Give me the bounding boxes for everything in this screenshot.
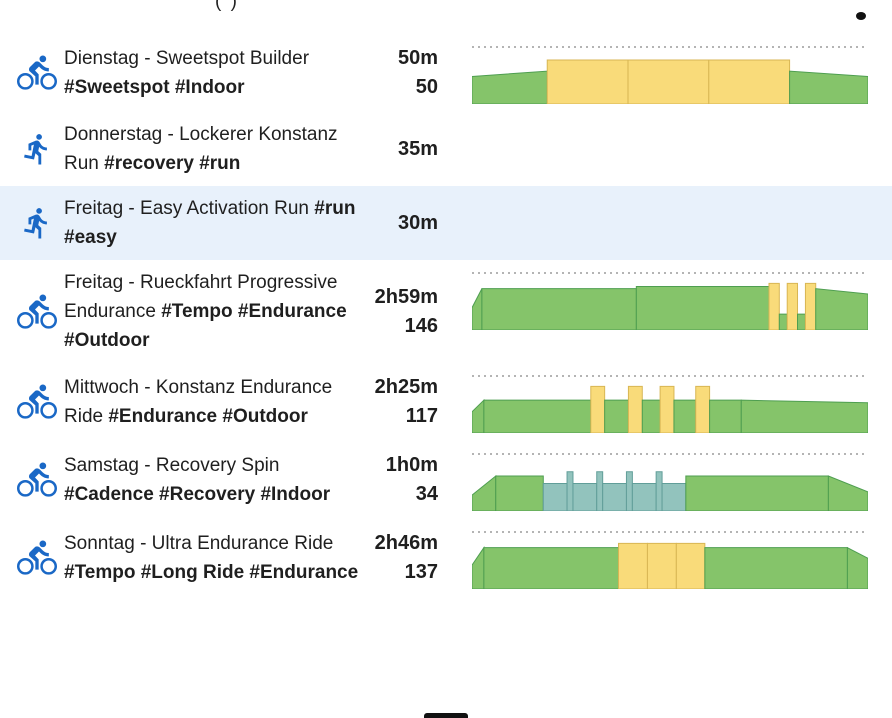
workout-name: Sonntag - Ultra Endurance Ride [64, 533, 334, 554]
cyclist-icon [17, 538, 57, 578]
workout-title: Sonntag - Ultra Endurance Ride #Tempo #L… [64, 529, 360, 587]
cyclist-icon [17, 53, 57, 93]
workout-name: Donnerstag - Lockerer Konstanz Run [64, 124, 338, 174]
bottom-drag-handle [424, 713, 468, 718]
sport-icon-col [10, 53, 64, 93]
sport-icon-col [10, 132, 64, 166]
workout-row[interactable]: Mittwoch - Konstanz Endurance Ride #Endu… [0, 363, 892, 441]
sport-icon-col [10, 538, 64, 578]
threshold-dotted-line [472, 375, 868, 377]
workout-row[interactable]: Sonntag - Ultra Endurance Ride #Tempo #L… [0, 519, 892, 597]
workout-tags: #recovery #run [104, 153, 241, 174]
workout-title: Freitag - Rueckfahrt Progressive Enduran… [64, 268, 360, 355]
workout-tags: #Sweetspot #Indoor [64, 77, 245, 98]
workout-tags: #Endurance #Outdoor [108, 406, 308, 427]
workout-title: Dienstag - Sweetspot Builder #Sweetspot … [64, 44, 360, 102]
workout-numbers: 1h0m 34 [360, 451, 438, 509]
workout-tags: #Tempo #Endurance #Outdoor [64, 301, 347, 351]
workout-load: 117 [405, 405, 438, 427]
sport-icon-col [10, 206, 64, 240]
workout-name: Samstag - Recovery Spin [64, 455, 280, 476]
threshold-dotted-line [472, 531, 868, 533]
workout-numbers: 2h25m 117 [360, 373, 438, 431]
workout-name: Mittwoch - Konstanz Endurance Ride [64, 377, 333, 427]
workout-duration: 2h25m [374, 376, 438, 398]
workout-row[interactable]: Samstag - Recovery Spin #Cadence #Recove… [0, 441, 892, 519]
sport-icon-col [10, 382, 64, 422]
workout-duration: 35m [397, 137, 438, 160]
workout-duration: 1h0m [385, 454, 438, 476]
workout-title: Mittwoch - Konstanz Endurance Ride #Endu… [64, 373, 360, 431]
threshold-dotted-line [472, 46, 868, 48]
workout-title: Donnerstag - Lockerer Konstanz Run #reco… [64, 120, 360, 178]
workout-numbers: 2h46m 137 [360, 529, 438, 587]
cropped-top-bar: ( ) [0, 0, 892, 34]
workout-name: Freitag - Easy Activation Run [64, 198, 315, 219]
workout-profile-chart [472, 46, 868, 104]
workout-duration: 2h59m [374, 285, 438, 308]
workout-list: Dienstag - Sweetspot Builder #Sweetspot … [0, 34, 892, 597]
workout-row[interactable]: Freitag - Easy Activation Run #run #easy… [0, 186, 892, 260]
cyclist-icon [17, 292, 57, 332]
workout-name: Dienstag - Sweetspot Builder [64, 48, 310, 69]
workout-title: Freitag - Easy Activation Run #run #easy [64, 194, 360, 252]
workout-duration: 30m [397, 211, 438, 234]
cyclist-icon [17, 460, 57, 500]
workout-title: Samstag - Recovery Spin #Cadence #Recove… [64, 451, 360, 509]
runner-icon [20, 206, 54, 240]
threshold-dotted-line [472, 453, 868, 455]
workout-profile-chart [472, 531, 868, 589]
workout-row[interactable]: Freitag - Rueckfahrt Progressive Enduran… [0, 260, 892, 363]
workout-tags: #Tempo #Long Ride #Endurance [64, 562, 359, 583]
workout-profile-chart [472, 375, 868, 433]
workout-numbers: 30m [360, 209, 438, 238]
workout-numbers: 35m [360, 135, 438, 164]
workout-load: 50 [415, 76, 438, 98]
workout-tags: #run #easy [64, 198, 356, 248]
workout-profile-chart [472, 453, 868, 511]
cyclist-icon [17, 382, 57, 422]
sport-icon-col [10, 292, 64, 332]
overflow-menu-dot [856, 12, 866, 20]
workout-load: 137 [404, 561, 438, 583]
workout-row[interactable]: Dienstag - Sweetspot Builder #Sweetspot … [0, 34, 892, 112]
workout-duration: 50m [397, 47, 438, 69]
sport-icon-col [10, 460, 64, 500]
cropped-header-text: ( ) [215, 0, 239, 12]
workout-load: 34 [415, 483, 438, 505]
workout-name: Freitag - Rueckfahrt Progressive Enduran… [64, 272, 338, 322]
workout-load: 146 [404, 314, 438, 337]
workout-duration: 2h46m [374, 532, 438, 554]
workout-profile-chart [472, 272, 868, 330]
runner-icon [20, 132, 54, 166]
workout-numbers: 50m 50 [360, 44, 438, 102]
workout-numbers: 2h59m 146 [360, 283, 438, 341]
threshold-dotted-line [472, 272, 868, 274]
workout-row[interactable]: Donnerstag - Lockerer Konstanz Run #reco… [0, 112, 892, 186]
workout-tags: #Cadence #Recovery #Indoor [64, 484, 331, 505]
